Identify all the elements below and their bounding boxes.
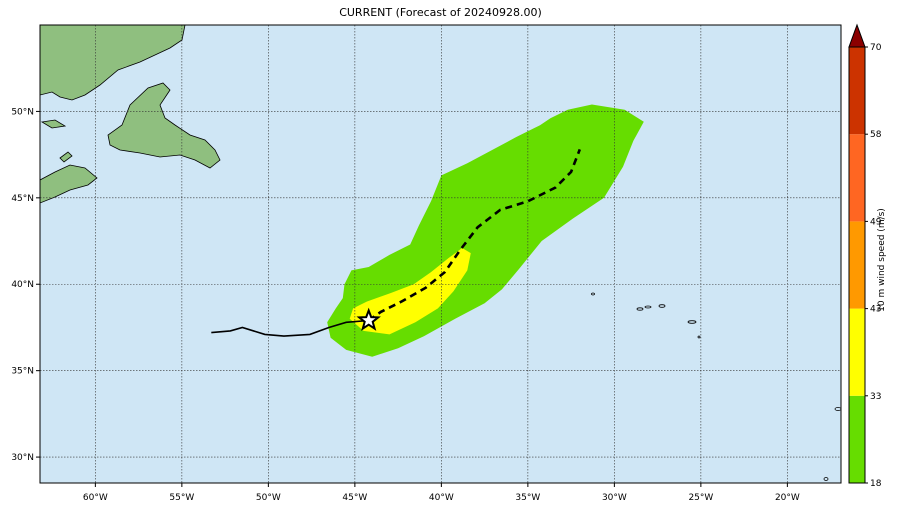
x-tick-label: 30°W bbox=[602, 493, 627, 503]
cape-breton bbox=[59, 151, 73, 163]
colorbar-segment bbox=[849, 134, 865, 222]
y-tick-label: 30°N bbox=[11, 453, 34, 463]
y-axis-ticks: 50°N 45°N 40°N 35°N 30°N bbox=[11, 107, 40, 463]
map-frame bbox=[39, 24, 842, 484]
x-tick-label: 45°W bbox=[342, 493, 367, 503]
y-tick-label: 45°N bbox=[11, 194, 34, 204]
nova-scotia bbox=[40, 164, 98, 204]
colorbar-frame bbox=[848, 46, 866, 484]
colorbar-extend-arrow bbox=[848, 23, 866, 48]
newfoundland-island bbox=[107, 82, 221, 169]
colorbar-segment bbox=[849, 308, 865, 396]
y-tick-label: 40°N bbox=[11, 280, 34, 290]
x-tick-label: 50°W bbox=[256, 493, 281, 503]
azores-islands bbox=[591, 292, 841, 481]
x-axis-ticks: 60°W 55°W 50°W 45°W 40°W 35°W 30°W 25°W 20°W bbox=[83, 483, 800, 503]
colorbar: 18 33 43 49 58 70 bbox=[848, 23, 882, 489]
x-tick-label: 25°W bbox=[688, 493, 713, 503]
x-tick-label: 60°W bbox=[83, 493, 108, 503]
colorbar-label: 10 m wind speed (m/s) bbox=[877, 208, 887, 312]
colorbar-segment bbox=[849, 221, 865, 309]
colorbar-segment bbox=[849, 47, 865, 135]
colorbar-tick-label: 18 bbox=[870, 479, 882, 489]
quebec-landmass bbox=[40, 25, 186, 101]
forecast-track-line bbox=[367, 148, 582, 322]
x-tick-label: 35°W bbox=[515, 493, 540, 503]
x-tick-label: 20°W bbox=[775, 493, 800, 503]
colorbar-tick-label: 49 bbox=[870, 217, 882, 227]
past-track-line bbox=[211, 319, 369, 337]
y-tick-label: 50°N bbox=[11, 107, 34, 117]
current-position-star bbox=[356, 307, 381, 331]
colorbar-tick-label: 58 bbox=[870, 130, 882, 140]
colorbar-tick-label: 43 bbox=[870, 305, 881, 315]
gridlines bbox=[40, 25, 841, 483]
x-tick-label: 40°W bbox=[429, 493, 454, 503]
x-tick-label: 55°W bbox=[169, 493, 194, 503]
land-masses bbox=[40, 25, 221, 204]
pei bbox=[40, 119, 67, 129]
colorbar-tick-label: 70 bbox=[870, 43, 882, 53]
y-tick-label: 35°N bbox=[11, 367, 34, 377]
map-title: CURRENT (Forecast of 20240928.00) bbox=[339, 6, 542, 19]
colorbar-segment bbox=[849, 395, 865, 483]
colorbar-tick-label: 33 bbox=[870, 392, 881, 402]
